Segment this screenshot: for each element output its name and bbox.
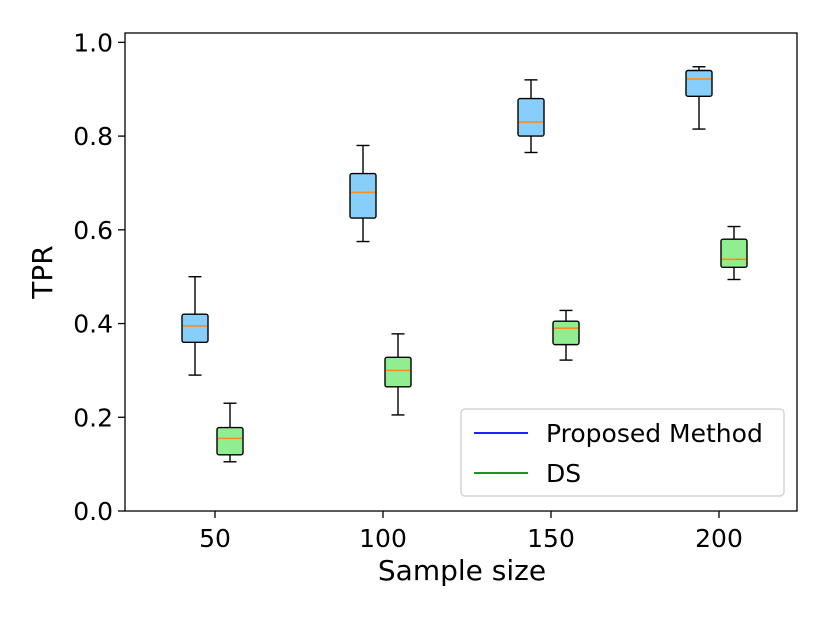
y-tick-label: 0.0 xyxy=(73,497,113,526)
box-proposed-method-200 xyxy=(685,66,713,130)
box-ds-100 xyxy=(384,333,412,416)
legend-label-ds: DS xyxy=(546,459,581,488)
box-ds-200 xyxy=(720,225,748,281)
y-tick-label: 1.0 xyxy=(73,28,113,57)
y-tick-label: 0.8 xyxy=(73,122,113,151)
x-tick-label: 100 xyxy=(359,524,407,553)
x-tick-label: 200 xyxy=(695,524,743,553)
y-tick-label: 0.6 xyxy=(73,216,113,245)
box-iqr xyxy=(349,172,377,219)
box-proposed-method-150 xyxy=(517,79,545,154)
plot-frame xyxy=(124,32,798,512)
legend: Proposed Method DS xyxy=(460,408,785,497)
box-iqr xyxy=(517,97,545,137)
y-axis-label: TPR xyxy=(26,245,59,299)
legend-frame xyxy=(460,408,785,497)
y-axis: 0.0 0.2 0.4 0.6 0.8 1.0 xyxy=(73,28,125,526)
x-tick-label: 50 xyxy=(199,524,231,553)
box-ds-150 xyxy=(552,309,580,361)
box-iqr xyxy=(216,426,244,456)
box-iqr xyxy=(384,356,412,388)
x-axis-label: Sample size xyxy=(378,554,546,587)
box-iqr xyxy=(685,69,713,97)
box-iqr xyxy=(181,313,209,343)
box-proposed-method-100 xyxy=(349,144,377,243)
legend-label-proposed-method: Proposed Method xyxy=(546,419,763,448)
box-iqr xyxy=(552,320,580,346)
y-tick-label: 0.2 xyxy=(73,403,113,432)
y-tick-label: 0.4 xyxy=(73,310,113,339)
plot-elements xyxy=(181,66,748,463)
x-axis: 50 100 150 200 xyxy=(199,511,743,553)
box-iqr xyxy=(720,238,748,269)
x-tick-label: 150 xyxy=(527,524,575,553)
box-ds-50 xyxy=(216,402,244,463)
box-proposed-method-50 xyxy=(181,275,209,376)
